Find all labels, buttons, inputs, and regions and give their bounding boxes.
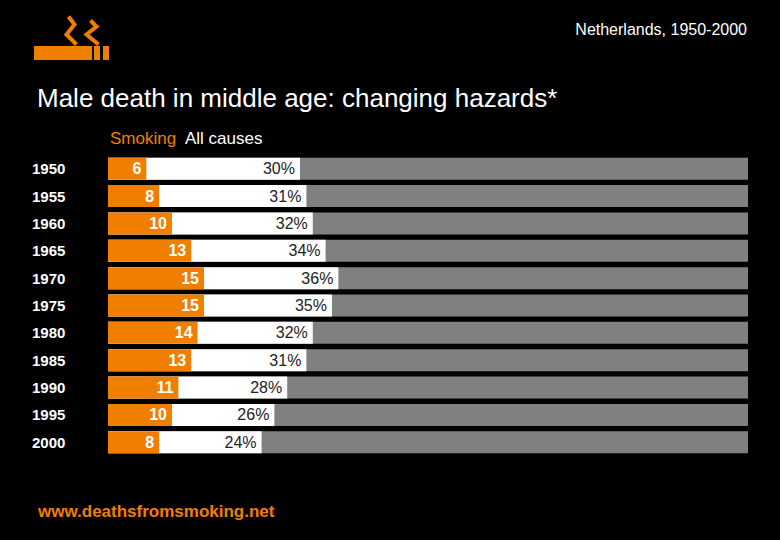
- svg-text:1990: 1990: [32, 379, 65, 396]
- svg-text:All causes: All causes: [185, 129, 262, 148]
- svg-text:1955: 1955: [32, 188, 65, 205]
- svg-text:26%: 26%: [237, 406, 269, 423]
- svg-text:1960: 1960: [32, 215, 65, 232]
- svg-text:2000: 2000: [32, 434, 65, 451]
- svg-text:35%: 35%: [295, 297, 327, 314]
- svg-text:31%: 31%: [269, 188, 301, 205]
- svg-text:10: 10: [149, 215, 167, 232]
- svg-text:1995: 1995: [32, 406, 65, 423]
- svg-text:32%: 32%: [276, 324, 308, 341]
- svg-text:13: 13: [168, 352, 186, 369]
- svg-text:15: 15: [181, 270, 199, 287]
- svg-text:1980: 1980: [32, 324, 65, 341]
- svg-text:1965: 1965: [32, 242, 65, 259]
- svg-text:36%: 36%: [301, 270, 333, 287]
- svg-text:28%: 28%: [250, 379, 282, 396]
- svg-text:Netherlands, 1950-2000: Netherlands, 1950-2000: [575, 21, 747, 38]
- svg-text:24%: 24%: [225, 434, 257, 451]
- svg-text:8: 8: [145, 188, 154, 205]
- svg-text:www.deathsfromsmoking.net: www.deathsfromsmoking.net: [37, 502, 275, 521]
- svg-text:1970: 1970: [32, 270, 65, 287]
- svg-text:30%: 30%: [263, 160, 295, 177]
- svg-text:34%: 34%: [289, 242, 321, 259]
- svg-text:1985: 1985: [32, 352, 65, 369]
- svg-text:8: 8: [145, 434, 154, 451]
- svg-text:11: 11: [156, 379, 173, 396]
- svg-text:1950: 1950: [32, 160, 65, 177]
- svg-text:14: 14: [175, 324, 193, 341]
- svg-text:6: 6: [132, 160, 141, 177]
- svg-text:1975: 1975: [32, 297, 65, 314]
- svg-text:10: 10: [149, 406, 167, 423]
- svg-text:31%: 31%: [269, 352, 301, 369]
- svg-text:13: 13: [168, 242, 186, 259]
- svg-text:32%: 32%: [276, 215, 308, 232]
- svg-text:Male death in middle age: chan: Male death in middle age: changing hazar…: [37, 83, 557, 113]
- svg-text:15: 15: [181, 297, 199, 314]
- svg-text:Smoking: Smoking: [110, 129, 176, 148]
